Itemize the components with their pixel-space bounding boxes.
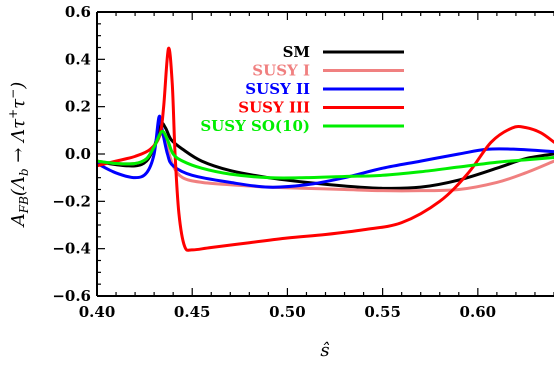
y-tick-label: 0.4	[65, 50, 91, 68]
y-axis-title-paren-close: )	[8, 82, 29, 90]
y-axis-title-arrow: → Λτ	[8, 118, 29, 169]
y-axis-title-base: A	[8, 213, 29, 228]
x-tick-label: 0.55	[364, 303, 401, 321]
x-tick-label: 0.50	[269, 303, 306, 321]
y-tick-label: −0.6	[52, 287, 91, 305]
y-tick-label: 0.2	[65, 98, 91, 116]
series-line-susy-so-10	[97, 129, 554, 180]
legend-label-susy-iii: SUSY III	[238, 99, 310, 117]
y-axis-title-paren-open: (Λ	[8, 176, 29, 196]
y-tick-label: 0.0	[65, 145, 91, 163]
axis-ticks: 0.40 0.45 0.50 0.55 0.60 −0.6 −0.4 −0.2 0.0 0.2 0.…	[52, 3, 554, 321]
y-axis-title: AFB(Λb → Λτ+τ−)	[6, 82, 31, 228]
x-axis-title: ŝ	[320, 340, 329, 361]
legend-label-sm: SM	[283, 43, 310, 61]
y-axis-title-subscript: FB	[17, 196, 31, 214]
y-axis-title-sup1: +	[6, 109, 20, 119]
x-tick-label: 0.45	[174, 303, 211, 321]
legend-label-susy-so-10: SUSY SO(10)	[200, 117, 310, 135]
y-axis-title-paren-sub: b	[17, 168, 31, 176]
legend-label-susy-i: SUSY I	[252, 62, 310, 80]
plot-frame	[96, 11, 554, 297]
series-lines	[97, 46, 554, 252]
x-tick-label: 0.40	[79, 303, 116, 321]
legend-label-susy-ii: SUSY II	[245, 80, 310, 98]
y-tick-label: 0.6	[65, 3, 91, 21]
series-line-susy-ii	[97, 114, 554, 189]
series-line-sm	[97, 121, 554, 190]
y-tick-label: −0.4	[52, 240, 91, 258]
y-axis-title-sup2: −	[6, 89, 20, 99]
y-axis-title-tau2: τ	[8, 98, 29, 109]
y-tick-label: −0.2	[52, 192, 91, 210]
x-tick-label: 0.60	[460, 303, 497, 321]
